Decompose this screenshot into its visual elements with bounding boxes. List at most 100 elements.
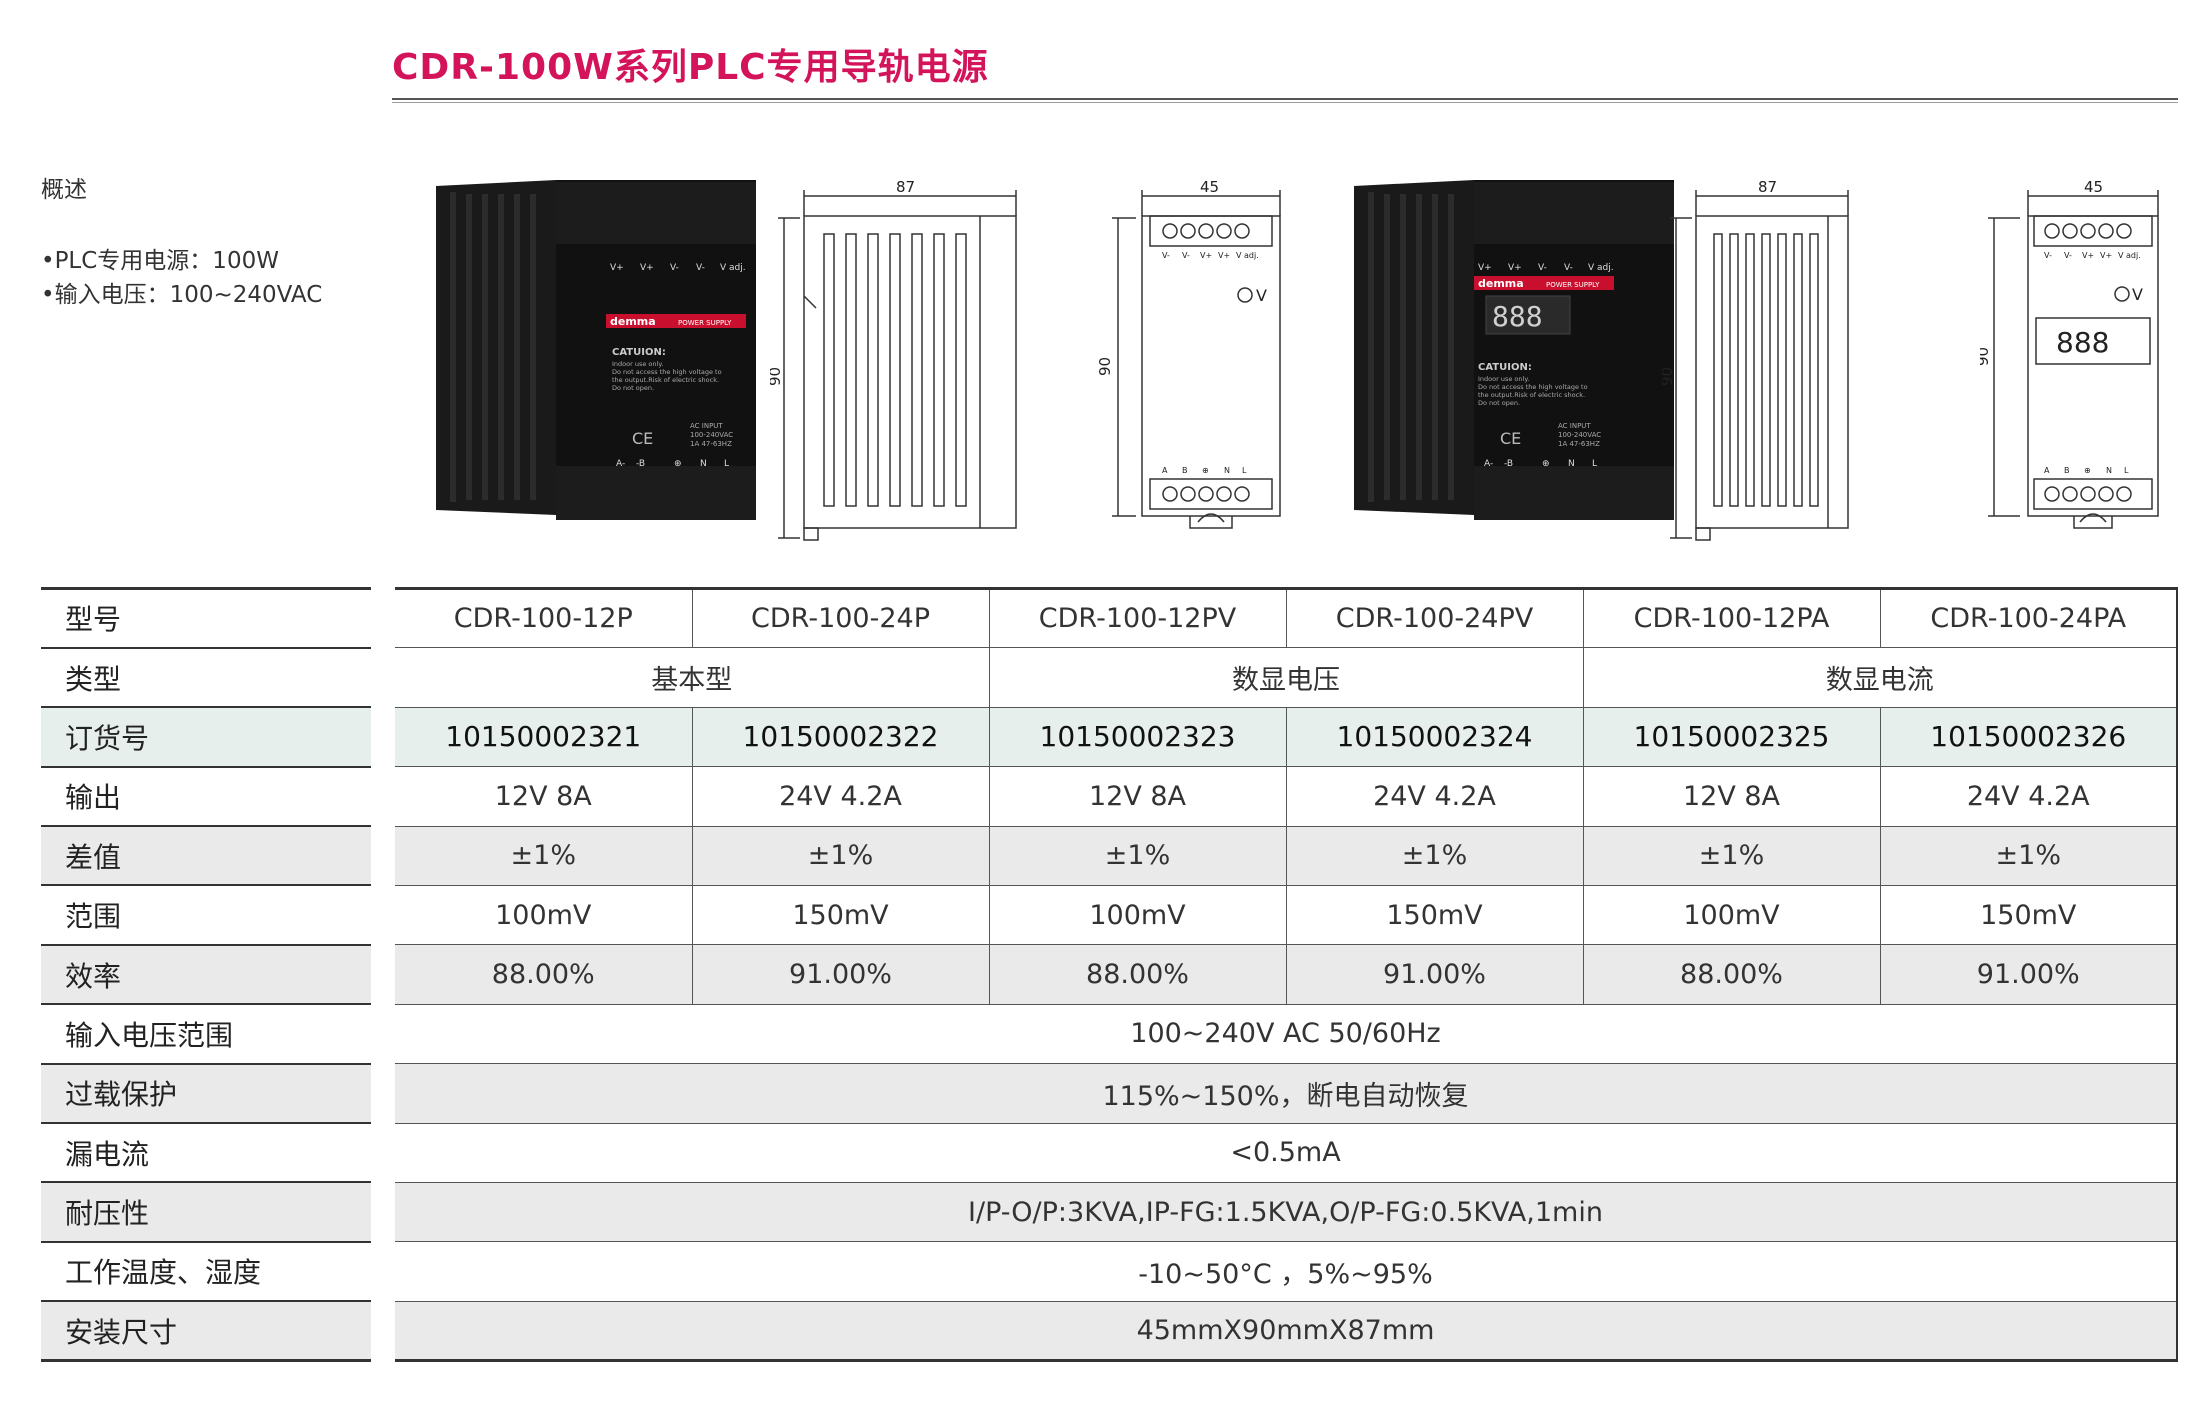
table-row: 工作温度、湿度 -10~50°C ，5%~95% (41, 1241, 2178, 1303)
leakage-cell: <0.5mA (395, 1123, 2178, 1183)
side-view-drawing: 87 90 (770, 176, 1030, 542)
caution-line: Indoor use only. (612, 360, 663, 368)
row-label: 耐压性 (41, 1182, 371, 1243)
range-cell: 100mV (395, 885, 692, 946)
row-label: 漏电流 (41, 1123, 371, 1184)
brand-tag: POWER SUPPLY (1546, 281, 1600, 289)
table-row: 输出 12V 8A 24V 4.2A 12V 8A 24V 4.2A 12V 8… (41, 766, 2178, 828)
order-number-cell: 10150002326 (1879, 707, 2178, 768)
output-cell: 24V 4.2A (691, 766, 989, 827)
deviation-cell: ±1% (691, 826, 989, 886)
dim-height: 90 (1096, 357, 1114, 376)
terminal-label: V- (2064, 251, 2072, 260)
caution-line: Indoor use only. (1478, 375, 1529, 383)
terminal-label: A (2044, 466, 2050, 475)
terminal-label: V- (1162, 251, 1170, 260)
order-number-cell: 10150002324 (1285, 707, 1583, 768)
terminal-label: N (2106, 466, 2112, 475)
type-cell: 数显电压 (988, 647, 1583, 708)
ac-line: 100-240VAC (1558, 431, 1601, 439)
deviation-cell: ±1% (1582, 826, 1880, 886)
caution-line: Do not access the high voltage to (1478, 383, 1588, 391)
ac-line: 1A 47-63HZ (1558, 440, 1600, 448)
terminal-label: A- (1484, 459, 1493, 469)
dim-height: 90 (770, 367, 784, 386)
v-adj-label: V (1256, 286, 1267, 305)
terminal-label: L (2124, 466, 2129, 475)
efficiency-cell: 91.00% (1879, 944, 2178, 1005)
terminal-label: V- (1538, 263, 1547, 273)
caution-title: CATUION: (1478, 362, 1532, 373)
brand-tag: POWER SUPPLY (678, 319, 732, 327)
overview: 概述 •PLC专用电源：100W •输入电压：100~240VAC (41, 170, 322, 312)
dim-height: 90 (1980, 347, 1992, 366)
terminal-label: V+ (2082, 251, 2094, 260)
caution-line: Do not open. (612, 384, 654, 392)
front-view-drawing: 45 90 V- V- V+ V+ V adj. V A B ⊕ N L (1090, 176, 1300, 542)
table-row: 型号 CDR-100-12P CDR-100-24P CDR-100-12PV … (41, 586, 2178, 649)
order-number-cell: 10150002322 (691, 707, 989, 768)
ce-mark: CE (632, 429, 653, 448)
terminal-label: V+ (1200, 251, 1212, 260)
table-row: 类型 基本型 数显电压 数显电流 (41, 647, 2178, 709)
spec-table: 型号 CDR-100-12P CDR-100-24P CDR-100-12PV … (41, 586, 2178, 1363)
terminal-label: V adj. (1236, 251, 1259, 260)
overload-cell: 115%~150%，断电自动恢复 (395, 1063, 2178, 1124)
range-cell: 150mV (691, 885, 989, 946)
dim-width: 87 (1758, 178, 1777, 196)
dim-width: 45 (2084, 178, 2103, 196)
page-title: CDR-100W系列PLC专用导轨电源 (392, 47, 989, 88)
dim-width: 45 (1200, 178, 1219, 196)
side-view-drawing: 87 90 (1662, 176, 1862, 542)
model-cell: CDR-100-12PV (988, 586, 1286, 649)
output-cell: 12V 8A (395, 766, 692, 827)
range-cell: 150mV (1285, 885, 1583, 946)
order-number-cell: 10150002321 (395, 707, 692, 768)
terminal-label: L (724, 459, 729, 469)
terminal-label: L (1592, 459, 1597, 469)
caution-line: the output.Risk of electric shock. (612, 376, 719, 384)
row-label: 输入电压范围 (41, 1004, 371, 1065)
ac-line: AC INPUT (1558, 422, 1591, 430)
efficiency-cell: 88.00% (1582, 944, 1880, 1005)
title-rule (392, 98, 2178, 100)
row-label: 类型 (41, 647, 371, 709)
terminal-label: V- (696, 263, 705, 273)
terminal-label: N (1224, 466, 1230, 475)
deviation-cell: ±1% (395, 826, 692, 886)
terminal-label: V+ (1218, 251, 1230, 260)
overview-heading: 概述 (41, 177, 87, 203)
brand-logo: demma (1478, 277, 1524, 290)
model-cell: CDR-100-24P (691, 586, 989, 649)
model-cell: CDR-100-12PA (1582, 586, 1880, 649)
order-number-cell: 10150002325 (1582, 707, 1880, 768)
temp-humidity-cell: -10~50°C ，5%~95% (395, 1241, 2178, 1302)
row-label: 订货号 (41, 707, 371, 768)
dim-width: 87 (896, 178, 915, 196)
output-cell: 12V 8A (988, 766, 1286, 827)
terminal-label: V- (1564, 263, 1573, 273)
terminal-label: V- (1182, 251, 1190, 260)
product-image-display: V+ V+ V- V- V adj. demma POWER SUPPLY 88… (1354, 180, 1674, 520)
v-adj-label: V (2132, 285, 2143, 304)
range-cell: 100mV (988, 885, 1286, 946)
table-row: 效率 88.00% 91.00% 88.00% 91.00% 88.00% 91… (41, 944, 2178, 1006)
terminal-label: N (1568, 459, 1575, 469)
efficiency-cell: 91.00% (1285, 944, 1583, 1005)
row-label: 过载保护 (41, 1063, 371, 1125)
overview-line: •输入电压：100~240VAC (41, 282, 323, 308)
terminal-label: N (700, 459, 707, 469)
terminal-label: V+ (2100, 251, 2112, 260)
ac-line: AC INPUT (690, 422, 723, 430)
row-label: 安装尺寸 (41, 1301, 371, 1363)
range-cell: 100mV (1582, 885, 1880, 946)
terminal-label: V+ (610, 263, 624, 273)
ac-line: 100-240VAC (690, 431, 733, 439)
caution-line: Do not open. (1478, 399, 1520, 407)
output-cell: 24V 4.2A (1285, 766, 1583, 827)
row-label: 工作温度、湿度 (41, 1241, 371, 1303)
model-cell: CDR-100-12P (395, 586, 692, 649)
table-row: 范围 100mV 150mV 100mV 150mV 100mV 150mV (41, 885, 2178, 946)
efficiency-cell: 88.00% (988, 944, 1286, 1005)
